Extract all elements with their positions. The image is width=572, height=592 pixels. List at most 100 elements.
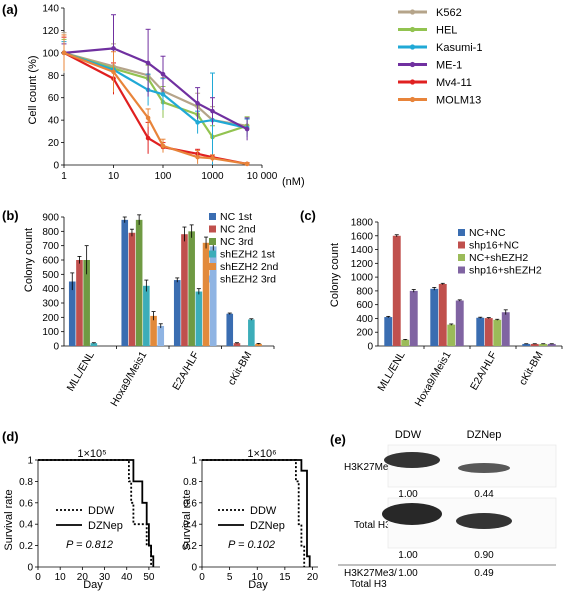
panel-d-left-ytick-label: 0.8 [19,477,33,488]
panel-a-point [145,115,151,121]
panel-b-ytick-label: 300 [42,299,59,310]
panel-d-left-xtick-label: 50 [143,572,155,583]
blot-row2-val-ddw: 1.00 [398,550,418,561]
panel-c-legend-label: shp16+NC [469,240,519,252]
panel-d-right-ytick-label: 0.8 [183,477,197,488]
panel-b-bar [76,260,83,346]
panel-b-bar [135,219,143,346]
panel-a-legend-label: ME-1 [436,60,462,72]
panel-a-label: (a) [2,2,18,17]
panel-d-xlabel-left: Day [83,579,103,591]
panel-e-blot: DDW DZNep H3K27Me3 Total H3 1.00 0.44 1.… [338,429,557,590]
panel-d-title-right: 1×10⁶ [247,448,276,460]
panel-b-bar [233,343,241,346]
panel-b-legend-label: NC 3rd [220,236,253,248]
panel-b-bar [90,343,98,346]
panel-a-ytick-label: 100 [42,48,59,59]
panel-c-bar [409,290,418,346]
panel-a-point [111,69,116,75]
panel-c-category-label: MLL/ENL [375,349,407,393]
panel-a-ytick-label: 40 [48,116,60,127]
panel-d-right-ytick-label: 0.6 [183,498,197,509]
panel-c-legend-swatch [458,229,465,236]
panel-b-bar [209,246,217,346]
panel-d-charts: Survival rate Survival rate Day Day 1×10… [3,448,318,591]
panel-a-xtick-label: 100 [155,171,172,182]
panel-d-title-left: 1×10⁵ [77,448,106,460]
panel-a-ytick-label: 140 [42,4,59,15]
panel-b-ytick-label: 400 [42,284,59,295]
panel-d-pvalue-left: P = 0.812 [66,539,113,551]
panel-a-ytick-label: 120 [42,26,59,37]
panel-b-category-label: Hoxa9/Meis1 [108,349,149,408]
panel-a-point [195,120,200,125]
blot-row2-val-dznep: 0.90 [474,550,494,561]
panel-c-bar [384,317,393,346]
panel-a-point [145,135,151,141]
panel-b-ytick-label: 800 [42,227,59,238]
panel-a-legend-marker [409,44,416,50]
panel-c-legend-swatch [458,254,465,261]
panel-c-chart: Colony count 0 200 400 600 800 1000 1200 1400 16… [329,218,563,409]
panel-a-legend-marker [409,79,416,85]
panel-c-legend-label: NC+NC [469,227,506,239]
panel-a-point [111,46,116,51]
panel-b-legend-label: shEZH2 2nd [220,261,279,273]
panel-c-bar [430,288,439,346]
panel-c-ytick-label: 800 [356,286,373,297]
panel-d-xlabel-right: Day [248,579,268,591]
panel-a-ytick-label: 80 [48,71,60,82]
panel-b-bar [128,232,136,346]
blot-row2-label: Total H3 [354,520,391,531]
panel-a-ytick-label: 0 [53,161,59,172]
panel-c-ytick-label: 400 [356,314,373,325]
panel-c-bar [455,300,464,346]
panel-b-legend-label: NC 2nd [220,224,256,236]
panel-d-right-ytick-label: 1 [191,456,197,467]
panel-d-left-xtick-label: 40 [121,572,133,583]
blot-band-h3-dznep [456,513,512,529]
panel-c-ylabel: Colony count [329,243,341,307]
panel-d-right-ytick-label: 0.4 [183,520,197,531]
panel-b-category-label: E2A/HLF [170,350,202,393]
blot-row3-label-2: Total H3 [350,579,387,590]
panel-d-right-curve-DZNep [202,459,311,567]
blot-col-dznep: DZNep [467,429,502,441]
blot-band-h3k27me3-dznep [458,463,510,473]
panel-b-legend-label: shEZH2 1st [220,249,275,261]
panel-c-legend-label: shp16+shEZH2 [469,265,542,277]
panel-c-ytick-label: 600 [356,300,373,311]
panel-a-point [244,161,250,167]
panel-b-bar [226,313,234,346]
panel-b-legend-label: NC 1st [220,211,252,223]
panel-c-category-label: E2A/HLF [468,350,500,393]
panel-d-legend-ddw: DDW [88,505,115,517]
panel-c-bar [438,284,447,346]
panel-d-label: (d) [2,429,19,444]
panel-c-ytick-label: 1400 [351,245,374,256]
panel-a-point [210,108,215,114]
blot-row1-label: H3K27Me3 [344,462,394,473]
panel-a-point [210,155,215,161]
panel-b-legend-swatch [209,238,216,245]
panel-d-left-ytick-label: 0.4 [19,520,33,531]
panel-b-label: (b) [2,208,19,223]
panel-c-legend-swatch [458,241,465,249]
panel-b-category-label: cKit-BM [226,350,255,388]
panel-a-point [160,92,166,97]
panel-c-legend-label: NC+shEZH2 [469,252,528,264]
panel-b-bar [143,285,150,346]
panel-a-point [195,101,200,106]
panel-d-right-xtick-label: 5 [227,572,233,583]
panel-a-legend-marker [409,61,416,68]
panel-d-left-ytick-label: 0 [27,563,33,574]
panel-c-bar [484,318,493,346]
panel-b-bar [83,260,90,346]
panel-b-ytick-label: 600 [42,256,59,267]
panel-d-left-curve-DZNep [38,459,155,567]
panel-c-ytick-label: 1000 [351,273,374,284]
panel-a-legend-marker [409,9,416,15]
panel-b-bar [68,281,76,346]
panel-b-legend-label: shEZH2 3rd [220,274,276,286]
